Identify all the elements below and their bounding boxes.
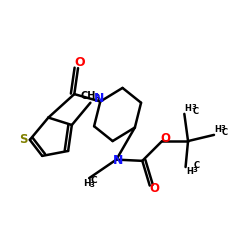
Text: C: C — [91, 176, 98, 185]
Text: H: H — [186, 168, 193, 176]
Text: O: O — [150, 182, 160, 194]
Text: C: C — [222, 128, 228, 137]
Text: 3: 3 — [191, 104, 196, 110]
Text: O: O — [74, 56, 85, 69]
Text: 3: 3 — [90, 182, 94, 188]
Text: CH: CH — [80, 91, 96, 101]
Text: O: O — [161, 132, 171, 144]
Text: C: C — [192, 107, 198, 116]
Text: H: H — [214, 126, 221, 134]
Text: 3: 3 — [95, 94, 100, 103]
Text: S: S — [19, 133, 27, 146]
Text: H: H — [184, 104, 192, 114]
Text: H: H — [83, 178, 90, 188]
Text: N: N — [94, 92, 104, 105]
Text: C: C — [194, 161, 200, 170]
Text: 3: 3 — [221, 125, 226, 131]
Text: N: N — [112, 154, 123, 167]
Text: 3: 3 — [192, 167, 198, 173]
